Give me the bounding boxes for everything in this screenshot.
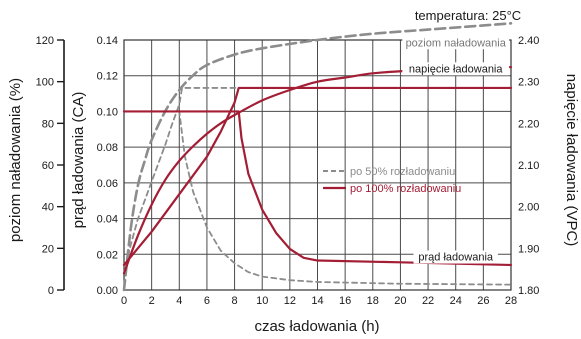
series-full-discharge-current <box>122 110 513 267</box>
series-layer <box>122 22 513 292</box>
temperature-note: temperatura: 25°C <box>415 8 521 23</box>
x-tick-label: 26 <box>477 295 489 307</box>
x-tick-label: 24 <box>450 295 462 307</box>
charge-tick-label: 60 <box>42 160 54 172</box>
x-tick-label: 22 <box>422 295 434 307</box>
current-tick-label: 0.02 <box>97 249 118 261</box>
series-half-discharge-voltage <box>123 87 512 275</box>
voltage-tick-label: 1.80 <box>518 285 539 297</box>
charge-tick-label: 80 <box>42 118 54 130</box>
current-tick-label: 0.06 <box>97 178 118 190</box>
current-tick-label: 0.04 <box>97 214 118 226</box>
curve-label-bg <box>413 250 498 264</box>
current-tick-label: 0.00 <box>97 285 118 297</box>
curve-labels: poziom naładowania napięcie ładowania prąd… <box>402 36 510 264</box>
x-tick-label: 16 <box>339 295 351 307</box>
current-tick-label: 0.14 <box>97 35 118 47</box>
curve-label: poziom naładowania <box>406 37 507 49</box>
charge-tick-label: 100 <box>36 77 54 89</box>
charge-axis-label: poziom naładowania (%) <box>7 78 24 242</box>
voltage-axis-label: napięcie ładowania (VPC) <box>563 74 580 247</box>
voltage-tick-label: 2.40 <box>518 35 539 47</box>
x-tick-label: 28 <box>505 295 517 307</box>
curve-label-bg <box>402 36 510 50</box>
legend-label-dashed: po 50% rozładowaniu <box>350 166 455 178</box>
current-tick-label: 0.12 <box>97 71 118 83</box>
series-half-discharge-charge-level <box>122 22 513 292</box>
x-tick-label: 20 <box>394 295 406 307</box>
x-tick-label: 6 <box>204 295 210 307</box>
legend-label-solid: po 100% rozładowaniu <box>350 183 461 195</box>
current-tick-label: 0.08 <box>97 142 118 154</box>
current-axis-label: prąd ładowania (CA) <box>70 92 87 229</box>
x-tick-label: 2 <box>149 295 155 307</box>
current-tick-label: 0.10 <box>97 106 118 118</box>
x-tick-label: 4 <box>176 295 182 307</box>
x-tick-label: 0 <box>121 295 127 307</box>
x-tick-label: 18 <box>367 295 379 307</box>
axes: 0 2 4 6 8 10 12 14 16 18 20 22 24 26 280.000.020.040.0… <box>36 35 540 307</box>
charge-tick-label: 40 <box>42 202 54 214</box>
x-tick-label: 8 <box>232 295 238 307</box>
curve-label: napięcie ładowania <box>409 63 503 75</box>
legend: po 50% rozładowaniu po 100% rozładowaniu <box>323 166 461 195</box>
x-tick-label: 14 <box>311 295 323 307</box>
curve-label: prąd ładowania <box>418 252 493 264</box>
voltage-tick-label: 2.20 <box>518 118 539 130</box>
charge-tick-label: 0 <box>48 285 54 297</box>
series-full-discharge-voltage <box>122 86 513 267</box>
voltage-tick-label: 1.90 <box>518 243 539 255</box>
x-axis-label: czas ładowania (h) <box>254 318 379 335</box>
x-tick-label: 12 <box>284 295 296 307</box>
x-tick-label: 10 <box>256 295 268 307</box>
voltage-tick-label: 2.00 <box>518 202 539 214</box>
charge-tick-label: 120 <box>36 35 54 47</box>
voltage-tick-label: 2.10 <box>518 160 539 172</box>
curve-label-bg <box>402 62 510 76</box>
charge-tick-label: 20 <box>42 243 54 255</box>
voltage-tick-label: 2.30 <box>518 77 539 89</box>
